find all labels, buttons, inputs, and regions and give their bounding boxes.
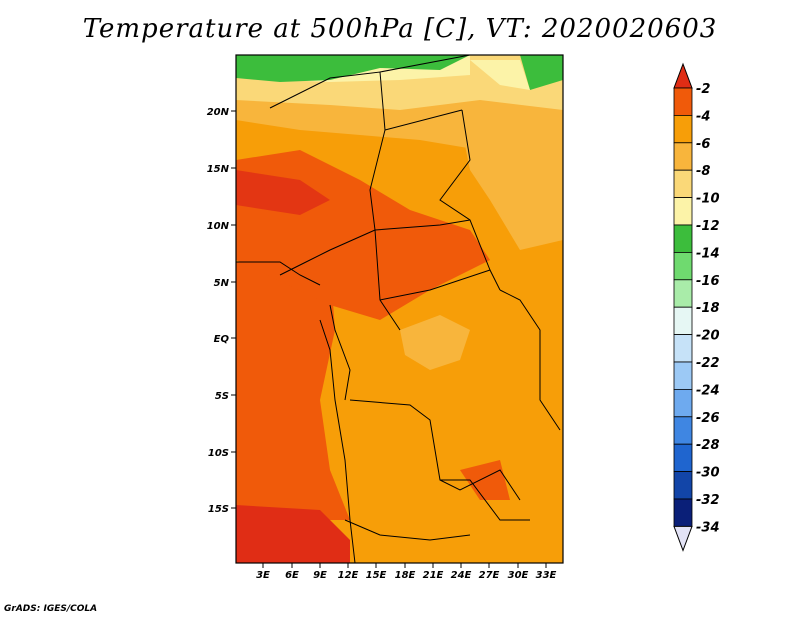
latitude-axis: 20N 15N 10N 5N EQ 5S 10S 15S [207,107,236,515]
field-region-green [236,55,470,82]
colorbar-label: -16 [696,274,720,289]
lon-label-18e: 18E [395,570,416,581]
lat-label-10s: 10S [208,448,229,459]
colorbar-swatch [673,443,693,473]
coastline-gulf [236,261,321,286]
colorbar-label: -28 [696,438,720,453]
lat-label-20n: 20N [207,107,230,118]
colorbar-label: -12 [696,219,720,234]
colorbar-label: -8 [696,164,710,179]
border-zambia [440,479,530,521]
colorbar-label: -14 [696,246,720,261]
field-region-west-red [236,170,330,215]
colorbar-label: -22 [696,356,720,371]
field-region-pale-east [470,60,530,90]
border-car-drc [379,269,501,301]
border-east-lakes [499,289,561,431]
lon-label-9e: 9E [313,570,327,581]
colorbar-swatch [673,306,693,336]
colorbar-swatch [673,471,693,500]
temperature-field [236,55,563,563]
lon-label-33e: 33E [536,570,557,581]
lat-label-15n: 15N [207,164,230,175]
colorbar-label: -34 [696,520,720,535]
colorbar-swatch [673,498,693,527]
border-congo-gabon [329,304,351,401]
lon-label-30e: 30E [508,570,529,581]
lon-label-3e: 3E [256,570,270,581]
border-chad-sudan [439,109,491,271]
lon-label-27e: 27E [479,570,500,581]
colorbar-label: -4 [696,109,710,124]
field-region-basin-light [400,315,470,370]
colorbar-swatch [673,251,693,281]
lon-label-21e: 21E [423,570,444,581]
lat-label-5s: 5S [215,391,229,402]
colorbar-swatch [673,334,693,363]
colorbar-label: -2 [696,82,710,97]
longitude-axis: 3E 6E 9E 12E 15E 18E 21E 24E 27E 30E 33E [256,563,557,581]
colorbar-swatch [673,169,693,198]
lat-label-15s: 15S [208,504,229,515]
colorbar-label: -10 [696,192,720,207]
lon-label-15e: 15E [366,570,387,581]
border-angola-namibia [344,519,471,541]
colorbar-swatch [673,142,693,171]
field-region-southeast-dark [460,460,510,500]
colorbar-label: -24 [696,383,720,398]
colorbar-swatch [673,115,693,144]
grads-credit: GrADS: IGES/COLA [4,604,98,614]
colorbar-swatch [673,197,693,226]
colorbar-swatch [673,279,693,308]
field-region-east-light [460,120,563,250]
field-region-west [236,262,350,520]
lat-label-5n: 5N [214,278,230,289]
colorbar-bottom-arrow [673,525,693,552]
field-region-south-red [236,505,350,563]
chart-title: Temperature at 500hPa [C], VT: 202002060… [82,14,718,44]
colorbar-swatch [673,388,693,418]
colorbar-label: -20 [696,329,720,344]
lon-label-12e: 12E [338,570,359,581]
colorbar-label: -6 [696,137,710,152]
colorbar-label: -18 [696,301,720,316]
lat-label-eq: EQ [214,334,230,345]
colorbar-label: -26 [696,411,720,426]
colorbar-swatch [673,87,693,116]
country-borders [236,55,561,563]
colorbar-label: -30 [696,466,720,481]
field-region-green-east [520,55,563,90]
border-chad-car [374,219,471,231]
lon-label-6e: 6E [285,570,299,581]
colorbar-label: -32 [696,493,720,508]
lon-label-24e: 24E [451,570,472,581]
border-niger-nigeria [279,229,376,276]
lat-label-10n: 10N [207,221,230,232]
colorbar-swatch [673,361,693,390]
colorbar-swatch [673,224,693,253]
colorbar-top-arrow [673,62,693,89]
border-chad-libya [384,109,463,131]
border-algeria-niger [269,71,386,231]
coastline-west [319,319,356,563]
map-frame [235,54,564,564]
colorbar: -2 -4 -6 -8 -10 -12 -14 -16 -18 -20 -22 -24 -26 -28 -3… [673,62,720,552]
border-libya [379,55,471,73]
colorbar-swatch [673,416,693,445]
